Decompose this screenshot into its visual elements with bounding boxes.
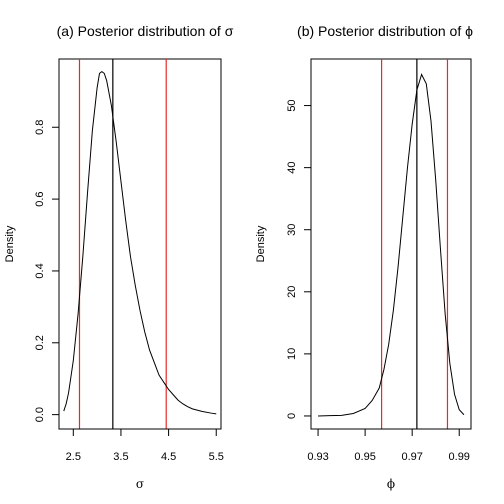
- y-tick-label: 50: [286, 99, 298, 111]
- y-tick-label: 30: [286, 224, 298, 236]
- y-tick-label: 0.2: [34, 335, 46, 350]
- x-tick-label: 4.5: [161, 451, 176, 463]
- y-tick-label: 20: [286, 286, 298, 298]
- x-axis: 0.93 0.95 0.97 0.99: [307, 428, 470, 463]
- y-axis: 0.0 0.2 0.4 0.6 0.8: [34, 120, 60, 422]
- x-tick-label: 0.93: [307, 451, 328, 463]
- panel-phi: (b) Posterior distribution of ϕ 0.93 0.95…: [255, 23, 473, 491]
- density-curve: [318, 73, 465, 417]
- x-tick-label: 0.95: [354, 451, 375, 463]
- x-axis: 2.5 3.5 4.5 5.5: [66, 428, 224, 463]
- y-tick-label: 0.6: [34, 191, 46, 206]
- y-tick-label: 40: [286, 162, 298, 174]
- x-axis-label: ϕ: [387, 477, 395, 491]
- chart-title: (b) Posterior distribution of ϕ: [297, 23, 473, 39]
- x-tick-label: 0.97: [401, 451, 422, 463]
- y-axis-label: Density: [4, 225, 16, 262]
- x-axis-label: σ: [136, 477, 144, 491]
- panel-sigma: (a) Posterior distribution of σ 2.5 3.5 4.…: [4, 23, 234, 491]
- x-tick-label: 2.5: [66, 451, 81, 463]
- interval-lines: [380, 59, 449, 429]
- density-curve: [63, 70, 217, 415]
- y-tick-label: 0.0: [34, 407, 46, 422]
- y-tick-label: 0: [286, 413, 298, 419]
- y-axis: 0 10 20 30 40 50: [286, 99, 312, 419]
- y-tick-label: 10: [286, 348, 298, 360]
- y-tick-label: 0.4: [34, 263, 46, 278]
- x-tick-label: 3.5: [113, 451, 128, 463]
- y-axis-label: Density: [255, 225, 267, 262]
- chart-title: (a) Posterior distribution of σ: [57, 23, 234, 39]
- x-tick-label: 0.99: [449, 451, 470, 463]
- interval-lines: [78, 59, 167, 429]
- x-tick-label: 5.5: [209, 451, 224, 463]
- y-tick-label: 0.8: [34, 120, 46, 135]
